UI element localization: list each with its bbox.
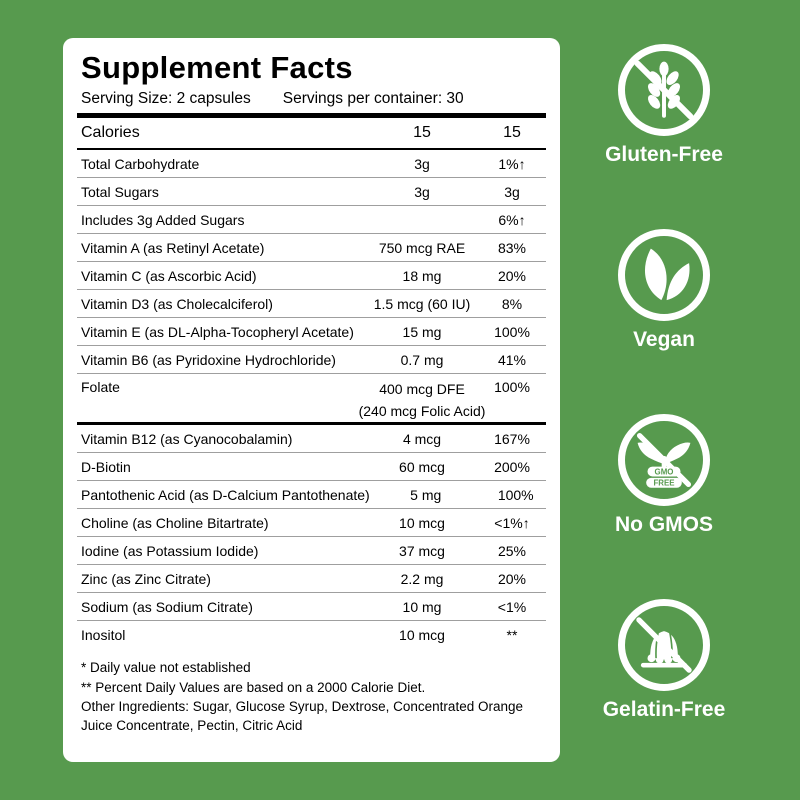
table-row: Vitamin D3 (as Cholecalciferol) 1.5 mcg (…: [77, 290, 546, 318]
nutrient-dv: 3g: [504, 183, 520, 200]
badge-label: Gelatin-Free: [602, 698, 726, 721]
free-inner-text: FREE: [653, 479, 674, 488]
nutrient-name: Iodine (as Potassium Iodide): [81, 542, 259, 559]
servings-per-container: Servings per container: 30: [282, 90, 464, 107]
nutrient-amount: 4 mcg: [402, 430, 442, 447]
sprout-crossed-icon: GMO FREE: [618, 414, 710, 506]
badge-gelatin-free: Gelatin-Free: [602, 599, 726, 722]
calories-label: Calories: [81, 124, 140, 141]
table-row: Vitamin A (as Retinyl Acetate) 750 mcg RA…: [77, 234, 546, 262]
nutrient-name: Choline (as Choline Bitartrate): [81, 514, 269, 531]
leaf-icon: [618, 229, 710, 321]
table-row: Sodium (as Sodium Citrate) 10 mg <1%: [77, 593, 546, 622]
nutrient-dv: 83%: [497, 239, 527, 256]
table-row: Vitamin B12 (as Cyanocobalamin) 4 mcg 167%: [77, 425, 546, 454]
table-row: Vitamin E (as DL-Alpha-Tocopheryl Acetat…: [77, 318, 546, 346]
nutrient-dv: 20%: [497, 570, 527, 587]
nutrient-name: Includes 3g Added Sugars: [81, 211, 245, 228]
panel-title: Supplement Facts: [81, 50, 353, 85]
nutrient-dv: 25%: [497, 542, 527, 559]
nutrition-table: Total Carbohydrate 3g 1%↑ Total Sugars 3g 3g…: [77, 150, 546, 649]
table-row: Total Sugars 3g 3g: [77, 178, 546, 206]
nutrient-name: D-Biotin: [81, 458, 131, 475]
calories-dv: 15: [503, 124, 521, 141]
nutrient-dv: 100%: [494, 323, 530, 340]
badge-column: Gluten-Free Vegan GMO: [594, 44, 734, 722]
nutrient-dv: **: [506, 627, 518, 644]
serving-info-row: Serving Size: 2 capsules Servings per co…: [77, 88, 546, 118]
badge-label: Vegan: [633, 328, 695, 351]
nutrient-dv: 41%: [497, 351, 527, 368]
nutrient-name: Vitamin B6 (as Pyridoxine Hydrochloride): [81, 351, 336, 368]
table-row: Zinc (as Zinc Citrate) 2.2 mg 20%: [77, 565, 546, 594]
nutrient-amount: 3g: [414, 183, 430, 200]
nutrient-dv: 200%: [494, 458, 530, 475]
table-row: Inositol 10 mcg **: [77, 621, 546, 649]
nutrient-name: Total Sugars: [81, 183, 159, 200]
table-row: Pantothenic Acid (as D-Calcium Pantothen…: [77, 481, 546, 510]
amount-line-1: 400 mcg DFE: [379, 381, 465, 397]
table-row: Total Carbohydrate 3g 1%↑: [77, 150, 546, 178]
nutrient-amount: 3g: [414, 155, 430, 172]
nutrient-name: Vitamin E (as DL-Alpha-Tocopheryl Acetat…: [81, 323, 354, 340]
nutrient-amount: 10 mcg: [399, 627, 445, 644]
table-row: Vitamin B6 (as Pyridoxine Hydrochloride)…: [77, 346, 546, 374]
badge-gluten-free: Gluten-Free: [605, 44, 723, 167]
supplement-facts-panel: Supplement Facts Serving Size: 2 capsule…: [63, 38, 560, 762]
nutrient-amount: 37 mcg: [399, 542, 445, 559]
nutrient-amount: 10 mcg: [399, 514, 445, 531]
footnotes: * Daily value not established ** Percent…: [77, 649, 546, 735]
nutrient-name: Vitamin D3 (as Cholecalciferol): [81, 295, 273, 312]
nutrient-amount: 18 mg: [402, 267, 442, 284]
nutrient-name: Zinc (as Zinc Citrate): [81, 570, 211, 587]
nutrient-name: Vitamin B12 (as Cyanocobalamin): [81, 430, 293, 447]
nutrient-dv: <1%: [497, 598, 527, 615]
nutrient-amount: 1.5 mcg (60 IU): [373, 295, 471, 312]
nutrient-dv: <1%↑: [494, 514, 530, 531]
nutrient-amount: 15 mg: [402, 323, 442, 340]
nutrient-amount: 5 mg: [410, 486, 442, 503]
nutrient-amount: 400 mcg DFE (240 mcg Folic Acid): [359, 379, 486, 422]
nutrient-dv: 20%: [497, 267, 527, 284]
wheat-crossed-icon: [617, 44, 710, 136]
nutrient-dv: 1%↑: [498, 155, 526, 172]
nutrient-dv: 6%↑: [498, 211, 526, 228]
nutrient-amount: 60 mcg: [399, 458, 445, 475]
nutrient-dv: 167%: [494, 430, 530, 447]
serving-size: Serving Size: 2 capsules: [81, 90, 251, 107]
amount-line-2: (240 mcg Folic Acid): [358, 402, 486, 419]
footnote-percent-dv: ** Percent Daily Values are based on a 2…: [81, 679, 426, 695]
nutrient-name: Inositol: [81, 627, 126, 644]
table-row: Choline (as Choline Bitartrate) 10 mcg <1%…: [77, 509, 546, 538]
nutrient-name: Sodium (as Sodium Citrate): [81, 598, 253, 615]
footnote-other-ingredients: Other Ingredients: Sugar, Glucose Syrup,…: [81, 698, 523, 733]
nutrient-amount: 750 mcg RAE: [378, 239, 466, 256]
nutrient-dv: 100%: [497, 486, 534, 503]
footnote-daily-value: * Daily value not established: [81, 660, 251, 676]
nutrient-dv: 100%: [494, 379, 530, 395]
nutrient-dv: 8%: [501, 295, 523, 312]
badge-vegan: Vegan: [618, 229, 710, 352]
badge-label: Gluten-Free: [605, 143, 723, 166]
gmo-inner-text: GMO: [655, 468, 674, 477]
badge-no-gmos: GMO FREE No GMOS: [615, 414, 713, 537]
jelly-crossed-icon: [617, 599, 710, 691]
table-row-folate: Folate 400 mcg DFE (240 mcg Folic Acid) …: [77, 374, 546, 426]
table-row: Iodine (as Potassium Iodide) 37 mcg 25%: [77, 537, 546, 566]
nutrient-amount: 10 mg: [402, 598, 442, 615]
calories-header-row: Calories 15 15: [77, 118, 546, 150]
nutrient-name: Total Carbohydrate: [81, 155, 200, 172]
table-row: D-Biotin 60 mcg 200%: [77, 453, 546, 482]
nutrient-name: Folate: [81, 379, 120, 395]
table-row: Includes 3g Added Sugars 6%↑: [77, 206, 546, 234]
nutrient-amount: 0.7 mg: [400, 351, 444, 368]
nutrient-name: Vitamin C (as Ascorbic Acid): [81, 267, 257, 284]
nutrient-amount: 2.2 mg: [400, 570, 444, 587]
badge-label: No GMOS: [615, 513, 713, 536]
table-row: Vitamin C (as Ascorbic Acid) 18 mg 20%: [77, 262, 546, 290]
nutrient-name: Vitamin A (as Retinyl Acetate): [81, 239, 265, 256]
calories-amount: 15: [413, 124, 431, 141]
nutrient-name: Pantothenic Acid (as D-Calcium Pantothen…: [81, 486, 370, 503]
